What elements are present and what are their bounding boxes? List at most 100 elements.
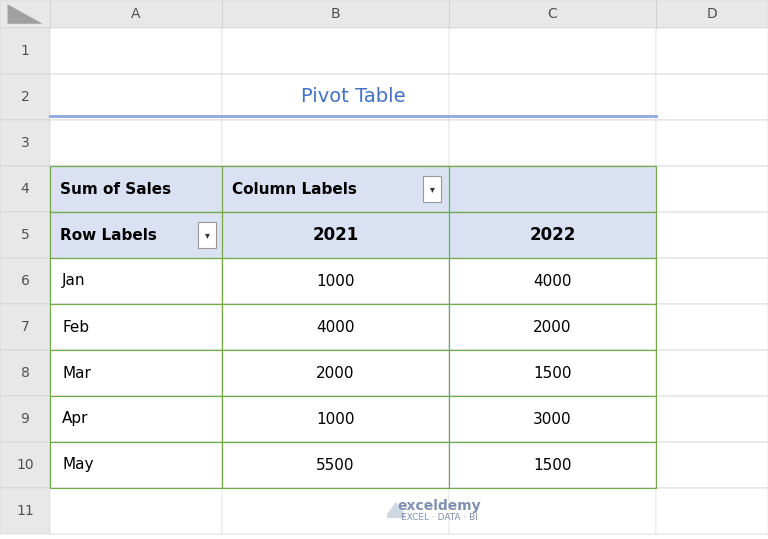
- Bar: [222, 350, 449, 396]
- Text: 1500: 1500: [533, 458, 571, 473]
- Bar: [222, 212, 449, 258]
- Bar: [0, 350, 50, 396]
- Bar: [656, 488, 768, 534]
- Bar: [50, 212, 656, 258]
- Text: Feb: Feb: [62, 320, 89, 335]
- Bar: [656, 442, 768, 488]
- Polygon shape: [387, 502, 405, 518]
- Text: 2000: 2000: [533, 320, 571, 335]
- Text: EXCEL · DATA · BI: EXCEL · DATA · BI: [401, 514, 478, 522]
- Bar: [50, 396, 222, 442]
- Bar: [0, 442, 50, 488]
- Bar: [50, 350, 222, 396]
- Bar: [449, 396, 656, 442]
- Text: 9: 9: [21, 412, 29, 426]
- Bar: [449, 166, 656, 212]
- Text: 4000: 4000: [316, 320, 355, 335]
- Bar: [50, 166, 656, 212]
- Bar: [50, 166, 222, 212]
- Bar: [656, 28, 768, 74]
- Bar: [449, 212, 656, 258]
- Bar: [222, 74, 449, 120]
- Text: ▾: ▾: [429, 184, 435, 194]
- Bar: [0, 28, 50, 74]
- Text: Jan: Jan: [62, 273, 85, 288]
- Bar: [449, 350, 656, 396]
- Bar: [449, 258, 656, 304]
- Text: 2021: 2021: [313, 226, 359, 244]
- Text: 2: 2: [21, 90, 29, 104]
- Bar: [50, 120, 222, 166]
- Bar: [449, 304, 656, 350]
- Bar: [50, 488, 222, 534]
- Bar: [0, 396, 50, 442]
- Text: exceldemy: exceldemy: [397, 499, 481, 513]
- Bar: [50, 212, 656, 258]
- Text: 3000: 3000: [533, 411, 572, 426]
- Text: Sum of Sales: Sum of Sales: [60, 182, 171, 197]
- Bar: [222, 258, 449, 304]
- Text: C: C: [548, 7, 558, 21]
- Bar: [656, 166, 768, 212]
- Bar: [50, 304, 222, 350]
- Bar: [50, 258, 222, 304]
- Bar: [0, 74, 50, 120]
- Bar: [222, 304, 449, 350]
- Text: B: B: [331, 7, 340, 21]
- Bar: [656, 120, 768, 166]
- Bar: [449, 350, 656, 396]
- Text: A: A: [131, 7, 141, 21]
- Bar: [656, 350, 768, 396]
- Bar: [449, 304, 656, 350]
- Text: 7: 7: [21, 320, 29, 334]
- Bar: [449, 212, 656, 258]
- Bar: [50, 166, 222, 212]
- Bar: [656, 396, 768, 442]
- Text: 4: 4: [21, 182, 29, 196]
- Bar: [449, 396, 656, 442]
- Bar: [50, 74, 222, 120]
- Bar: [0, 166, 50, 212]
- FancyBboxPatch shape: [198, 222, 216, 248]
- Text: Column Labels: Column Labels: [232, 182, 357, 197]
- Bar: [222, 212, 449, 258]
- Bar: [50, 442, 222, 488]
- Text: D: D: [707, 7, 717, 21]
- Text: 11: 11: [16, 504, 34, 518]
- Bar: [0, 304, 50, 350]
- Text: 2022: 2022: [529, 226, 576, 244]
- Polygon shape: [8, 4, 42, 24]
- Bar: [656, 212, 768, 258]
- Bar: [222, 488, 449, 534]
- Bar: [0, 0, 768, 28]
- Bar: [222, 304, 449, 350]
- Bar: [222, 166, 449, 212]
- Bar: [50, 212, 222, 258]
- Bar: [449, 488, 656, 534]
- Bar: [656, 74, 768, 120]
- Bar: [449, 120, 656, 166]
- Bar: [50, 28, 222, 74]
- Text: 1000: 1000: [316, 411, 355, 426]
- Bar: [50, 212, 222, 258]
- Text: 5500: 5500: [316, 458, 355, 473]
- Bar: [222, 166, 449, 212]
- Text: Row Labels: Row Labels: [60, 227, 157, 243]
- Bar: [449, 166, 656, 212]
- Bar: [449, 258, 656, 304]
- Text: 5: 5: [21, 228, 29, 242]
- Text: May: May: [62, 458, 94, 473]
- FancyBboxPatch shape: [423, 176, 441, 202]
- Text: 1: 1: [21, 44, 29, 58]
- Bar: [449, 74, 656, 120]
- Text: 1000: 1000: [316, 273, 355, 288]
- Bar: [0, 258, 50, 304]
- Bar: [449, 28, 656, 74]
- Bar: [222, 396, 449, 442]
- Bar: [0, 212, 50, 258]
- Text: Mar: Mar: [62, 365, 91, 381]
- Text: 1500: 1500: [533, 365, 571, 381]
- Bar: [50, 304, 222, 350]
- Bar: [656, 258, 768, 304]
- Bar: [50, 396, 222, 442]
